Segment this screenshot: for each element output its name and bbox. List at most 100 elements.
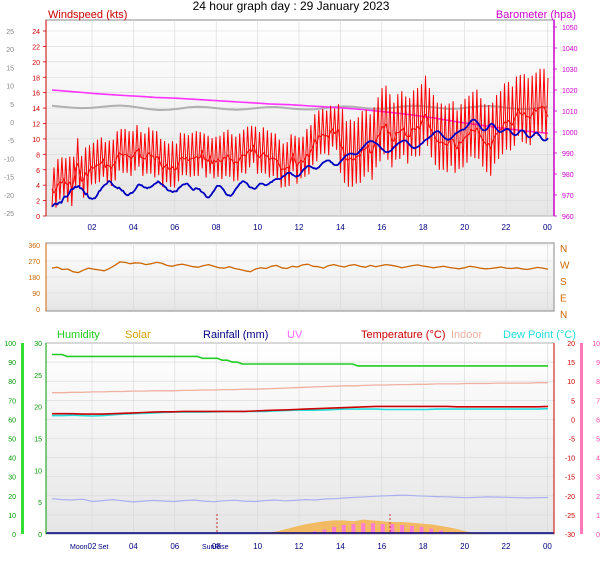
temperature-tick-label: 0 — [571, 417, 575, 424]
uv-bar — [341, 525, 346, 534]
climate-series — [46, 353, 554, 534]
wind-x-tick-label: 02 — [88, 223, 97, 232]
climate-x-tick-label: 20 — [460, 542, 469, 551]
direction-tick-label: 90 — [32, 291, 40, 298]
uv-tick-label: 1 — [596, 513, 600, 520]
baro-tick-label: 1000 — [562, 130, 578, 137]
wind-speed-line — [51, 106, 549, 194]
direction-tick-label: 270 — [28, 259, 40, 266]
legend-item: Solar — [125, 329, 151, 341]
temperature-ticks: 20 15 10 5 0 -5 -10 -15 -20 -25 -30 — [565, 341, 575, 539]
wind-tick-label: 18 — [32, 75, 40, 82]
uv-axis-bar — [580, 343, 583, 534]
uv-bar — [370, 523, 375, 534]
moon-label: Moon — [70, 544, 88, 551]
green-inner-tick-label: 5 — [38, 500, 42, 507]
uv-bar — [439, 530, 444, 534]
baro-tick-label: 990 — [562, 151, 574, 158]
compass-label: S — [560, 277, 567, 288]
uv-bar — [400, 525, 405, 534]
wind-x-tick-label: 10 — [253, 223, 262, 232]
compass-label: N — [560, 310, 567, 321]
wind-x-tick-label: 14 — [336, 223, 345, 232]
climate-x-ticks: 02 04 06 08 10 12 14 16 18 20 22 00 Moon Set SunRise — [70, 542, 552, 551]
baro-right-ticks: 1050 1040 1030 1020 1010 1000 990 980 970 960 — [554, 25, 578, 221]
baro-tick-label: 1020 — [562, 88, 578, 95]
temperature-tick-label: -30 — [565, 532, 575, 539]
climate-grid — [46, 342, 554, 535]
direction-grid — [46, 243, 554, 311]
humidity-tick-label: 60 — [8, 417, 16, 424]
wind-series — [51, 68, 549, 208]
uv-bar — [390, 524, 395, 534]
temperature-tick-label: 15 — [567, 360, 575, 367]
humidity-tick-label: 40 — [8, 456, 16, 463]
temperature-tick-label: -25 — [565, 513, 575, 520]
wind-outer-tick-label: 20 — [6, 47, 14, 54]
climate-legend: Humidity Solar Rainfall (mm) UV Temperature … — [57, 329, 576, 341]
wind-outer-tick-label: -5 — [8, 138, 14, 145]
legend-item: Indoor — [451, 329, 483, 341]
compass-label: W — [560, 261, 570, 272]
wind-axis-title: Windspeed (kts) — [48, 9, 127, 21]
wind-tick-label: 8 — [36, 152, 40, 159]
uv-tick-label: 4 — [596, 456, 600, 463]
temperature-tick-label: -15 — [565, 475, 575, 482]
uv-bar — [322, 529, 327, 534]
uv-bar — [332, 526, 337, 534]
direction-tick-label: 180 — [28, 275, 40, 282]
solar-area — [52, 519, 548, 534]
wind-tick-label: 12 — [32, 122, 40, 129]
temperature-tick-label: 20 — [567, 341, 575, 348]
humidity-line — [52, 353, 548, 367]
uv-tick-label: 2 — [596, 494, 600, 501]
direction-tick-label: 0 — [36, 307, 40, 314]
humidity-tick-label: 20 — [8, 494, 16, 501]
climate-x-tick-label: 04 — [129, 542, 138, 551]
humidity-tick-label: 10 — [8, 513, 16, 520]
wind-outer-tick-label: -25 — [4, 211, 14, 218]
wind-tick-label: 6 — [36, 168, 40, 175]
humidity-tick-label: 30 — [8, 475, 16, 482]
baro-tick-label: 1040 — [562, 46, 578, 53]
wind-outer-tick-label: 25 — [6, 29, 14, 36]
wind-outer-tick-label: -20 — [4, 193, 14, 200]
climate-x-tick-label: 10 — [253, 542, 262, 551]
humidity-tick-label: 0 — [12, 532, 16, 539]
wind-left-outer-ticks: 25 20 15 10 5 0 -5 -10 -15 -20 -25 — [4, 29, 14, 218]
compass-label: N — [560, 244, 567, 255]
wind-x-tick-label: 06 — [170, 223, 179, 232]
green-inner-tick-label: 30 — [34, 341, 42, 348]
baro-tick-label: 1030 — [562, 67, 578, 74]
wind-outer-tick-label: 5 — [10, 102, 14, 109]
uv-tick-label: 0 — [596, 532, 600, 539]
wind-x-tick-label: 04 — [129, 223, 138, 232]
sunrise-label: SunRise — [202, 544, 229, 551]
green-inner-tick-label: 10 — [34, 468, 42, 475]
wind-outer-tick-label: 10 — [6, 84, 14, 91]
temperature-tick-label: 10 — [567, 379, 575, 386]
temperature-tick-label: -10 — [565, 456, 575, 463]
wind-tick-label: 10 — [32, 137, 40, 144]
baro-tick-label: 960 — [562, 214, 574, 221]
climate-x-tick-label: 14 — [336, 542, 345, 551]
humidity-tick-label: 50 — [8, 437, 16, 444]
wind-outer-tick-label: -15 — [4, 175, 14, 182]
green-inner-tick-label: 25 — [34, 373, 42, 380]
climate-x-tick-label: 08 — [212, 542, 221, 551]
wind-tick-label: 2 — [36, 199, 40, 206]
climate-x-tick-label: 00 — [543, 542, 552, 551]
wind-x-tick-label: 22 — [502, 223, 511, 232]
baro-tick-label: 1010 — [562, 109, 578, 116]
uv-tick-label: 5 — [596, 437, 600, 444]
wind-tick-label: 16 — [32, 91, 40, 98]
wind-x-tick-label: 08 — [212, 223, 221, 232]
wind-x-tick-label: 12 — [295, 223, 304, 232]
uv-bar — [361, 523, 366, 534]
green-inner-tick-label: 0 — [38, 532, 42, 539]
climate-x-tick-label: 12 — [295, 542, 304, 551]
wind-tick-label: 20 — [32, 60, 40, 67]
